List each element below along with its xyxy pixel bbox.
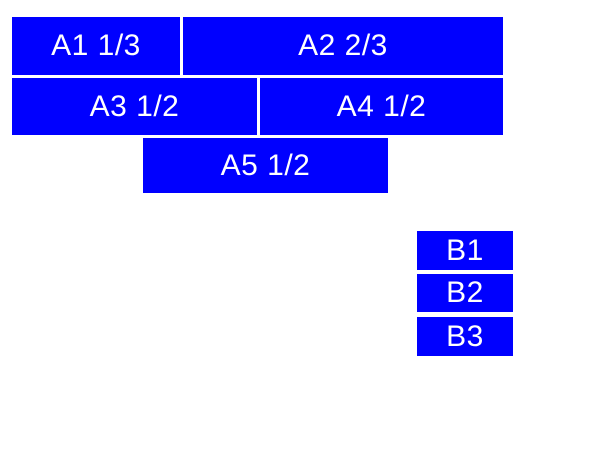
box-b2-label: B2: [446, 276, 484, 309]
box-a5-label: A5 1/2: [220, 148, 311, 182]
box-a4-label: A4 1/2: [336, 89, 427, 123]
box-b2: B2: [417, 274, 513, 312]
box-b3: B3: [417, 317, 513, 356]
box-a2-label: A2 2/3: [298, 29, 388, 62]
box-a5: A5 1/2: [143, 138, 388, 193]
box-a1: A1 1/3: [12, 17, 180, 75]
box-b3-label: B3: [446, 319, 484, 353]
box-a3-label: A3 1/2: [89, 89, 180, 123]
box-a2: A2 2/3: [183, 17, 503, 75]
box-a4: A4 1/2: [260, 78, 503, 135]
box-a1-label: A1 1/3: [51, 29, 141, 62]
box-b1: B1: [417, 231, 513, 270]
box-b1-label: B1: [446, 233, 484, 267]
box-a3: A3 1/2: [12, 78, 257, 135]
